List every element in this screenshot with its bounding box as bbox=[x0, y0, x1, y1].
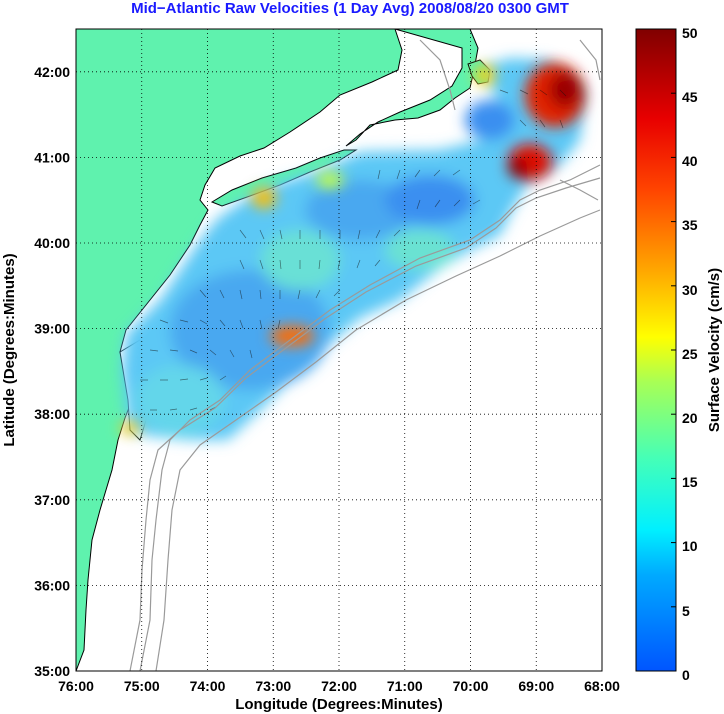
x-tick-label: 75:00 bbox=[124, 678, 160, 694]
colorbar-tick-label: 35 bbox=[682, 217, 698, 233]
colorbar-tick-label: 30 bbox=[682, 282, 698, 298]
colorbar-tick-label: 40 bbox=[682, 153, 698, 169]
y-tick-label: 40:00 bbox=[34, 235, 70, 251]
bathymetry-contours bbox=[129, 39, 601, 671]
colorbar-tick-label: 20 bbox=[682, 410, 698, 426]
x-tick-label: 73:00 bbox=[255, 678, 291, 694]
y-tick-label: 36:00 bbox=[34, 577, 70, 593]
land-mainland bbox=[76, 29, 403, 671]
land-long-island bbox=[210, 149, 358, 207]
x-tick-label: 71:00 bbox=[387, 678, 423, 694]
colorbar-tick-label: 10 bbox=[682, 538, 698, 554]
colorbar-tick-label: 15 bbox=[682, 474, 698, 490]
colorbar-ticks bbox=[671, 28, 676, 672]
colorbar-tick-label: 45 bbox=[682, 89, 698, 105]
x-tick-label: 72:00 bbox=[321, 678, 357, 694]
velocity-field bbox=[122, 58, 585, 440]
chart-title: Mid−Atlantic Raw Velocities (1 Day Avg) … bbox=[131, 0, 569, 17]
x-tick-label: 69:00 bbox=[518, 678, 554, 694]
colorbar bbox=[635, 28, 677, 672]
x-tick-label: 74:00 bbox=[190, 678, 226, 694]
colorbar-tick-label: 0 bbox=[682, 667, 690, 683]
y-tick-label: 42:00 bbox=[34, 64, 70, 80]
y-tick-label: 39:00 bbox=[34, 321, 70, 337]
x-tick-label: 70:00 bbox=[453, 678, 489, 694]
colorbar-tick-label: 25 bbox=[682, 346, 698, 362]
velocity-hotspots bbox=[120, 63, 585, 434]
colorbar-tick-label: 5 bbox=[682, 603, 690, 619]
y-tick-label: 38:00 bbox=[34, 406, 70, 422]
y-axis-label: Latitude (Degrees:Minutes) bbox=[1, 253, 18, 446]
plot-frame bbox=[75, 28, 603, 672]
y-tick-label: 37:00 bbox=[34, 492, 70, 508]
colorbar-label: Surface Velocity (cm/s) bbox=[706, 268, 723, 432]
colorbar-tick-label: 50 bbox=[682, 25, 698, 41]
x-tick-label: 76:00 bbox=[58, 678, 94, 694]
x-axis-label: Longitude (Degrees:Minutes) bbox=[235, 696, 443, 713]
velocity-vectors bbox=[140, 89, 567, 411]
x-tick-label: 68:00 bbox=[584, 678, 620, 694]
y-tick-label: 35:00 bbox=[34, 663, 70, 679]
y-tick-label: 41:00 bbox=[34, 149, 70, 165]
